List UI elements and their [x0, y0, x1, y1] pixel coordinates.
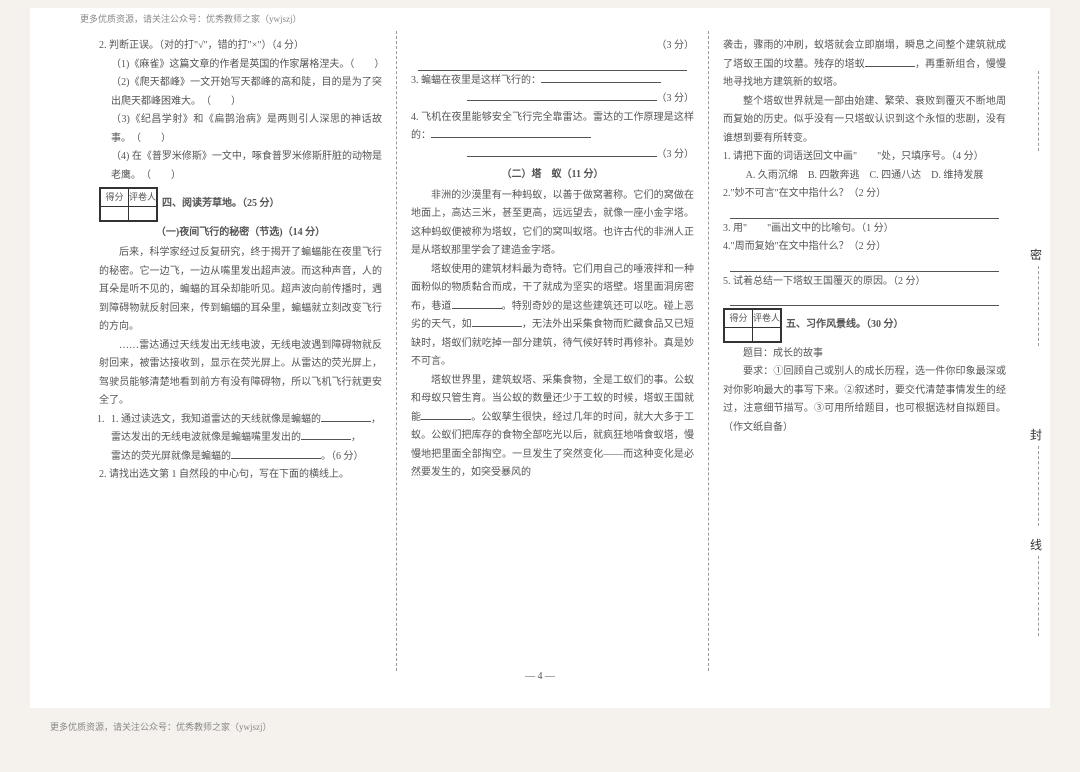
q2-item-2: （2)《爬天都峰》一文开始写天都峰的高和陡，目的是为了突出爬天都峰困难大。 （ …: [99, 74, 382, 111]
blank-line: [730, 292, 999, 306]
blank-line: [730, 205, 999, 219]
c1-q1b-row: 雷达发出的无线电波就像是蝙蝠嘴里发出的，: [99, 429, 382, 448]
column-2: （3 分） 3. 蝙蝠在夜里是这样飞行的： （3 分） 4. 飞机在夜里能够安全…: [397, 31, 708, 671]
header-top: 更多优质资源，请关注公众号：优秀教师之家（ywjszj）: [30, 8, 1050, 31]
binding-margin: 密 封 线: [1030, 31, 1048, 671]
c2-q3: 3. 蝙蝠在夜里是这样飞行的：: [411, 72, 694, 91]
score-row-4: 得分评卷人 四、阅读芳草地。（25 分）: [99, 187, 382, 222]
passage-2-p4: 整个塔蚁世界就是一部由始建、繁荣、衰败到覆灭不断地周而复始的历史。似乎没有一只塔…: [723, 93, 1006, 149]
section-5-title: 五、习作风景线。（30 分）: [786, 316, 904, 335]
c3-q3: 3. 用" "画出文中的比喻句。（1 分）: [723, 220, 1006, 239]
section-4-title: 四、阅读芳草地。（25 分）: [162, 195, 280, 214]
q2-item-4: （4) 在《普罗米修斯》一文中，啄食普罗米修斯肝脏的动物是老鹰。 （ ）: [99, 148, 382, 185]
content-area: 2. 判断正误。（对的打"√"，错的打"×"）（4 分） （1)《麻雀》这篇文章…: [30, 31, 1050, 671]
exam-page: 更多优质资源，请关注公众号：优秀教师之家（ywjszj） 2. 判断正误。（对的…: [30, 8, 1050, 708]
margin-char-feng: 封: [1030, 426, 1042, 443]
q2-item-3: （3)《纪昌学射》和《扁鹊治病》是两则引人深思的神话故事。 （ ）: [99, 111, 382, 148]
c2-q3-score: （3 分）: [657, 93, 695, 104]
p-cont: 袭击，骤雨的冲刷，蚁塔就会立即崩塌，瞬息之间整个建筑就成了塔蚁王国的坟墓。残存的…: [723, 37, 1006, 93]
essay-topic: 题目：成长的故事: [723, 345, 1006, 364]
blank-line: [730, 258, 999, 272]
c1-q1c: 雷达的荧光屏就像是蝙蝠的: [111, 451, 231, 462]
score-label: 得分: [725, 310, 753, 328]
c3-q5: 5. 试着总结一下塔蚁王国覆灭的原因。（2 分）: [723, 273, 1006, 292]
c1-q1a: 1. 通过读选文，我知道雷达的天线就像是蝙蝠的: [111, 414, 321, 425]
grader-label: 评卷人: [753, 310, 781, 328]
passage-1-p1: 后来，科学家经过反复研究，终于揭开了蝙蝠能在夜里飞行的秘密。它一边飞，一边从嘴里…: [99, 244, 382, 337]
c1-q1-score: 。（6 分）: [321, 451, 364, 462]
q2-item-1: （1)《麻雀》这篇文章的作者是英国的作家屠格涅夫。（ ）: [99, 56, 382, 75]
score-box: 得分评卷人: [99, 187, 158, 222]
passage-2-p2: 塔蚁使用的建筑材料最为奇特。它们用自己的唾液拌和一种面粉似的物质黏合而成，干了就…: [411, 261, 694, 372]
column-1: 2. 判断正误。（对的打"√"，错的打"×"）（4 分） （1)《麻雀》这篇文章…: [85, 31, 396, 671]
page-number: — 4 —: [30, 671, 1050, 682]
c3-q1: 1. 请把下面的词语送回文中画" "处，只填序号。（4 分）: [723, 148, 1006, 167]
c3-q2: 2."妙不可言"在文中指什么？（2 分）: [723, 185, 1006, 204]
c3-q1-opts: A. 久雨沉绵 B. 四散奔逃 C. 四通八达 D. 维持发展: [723, 167, 1006, 186]
blank-line: [418, 57, 687, 71]
passage-2-p1: 非洲的沙漠里有一种蚂蚁，以善于做窝著称。它们的窝做在地面上，高达三米，甚至更高，…: [411, 187, 694, 261]
c3-q4: 4."周而复始"在文中指什么？（2 分）: [723, 238, 1006, 257]
passage-1-p2: ……雷达通过天线发出无线电波，无线电波遇到障碍物就反射回来，被雷达接收到，显示在…: [99, 337, 382, 411]
sub1-title: （一)夜间飞行的秘密（节选)（14 分）: [99, 224, 382, 243]
c2-q3-text: 3. 蝙蝠在夜里是这样飞行的：: [411, 75, 541, 86]
c2-q3-score-row: （3 分）: [411, 90, 694, 109]
score-label: 得分: [101, 189, 129, 207]
score-row-5: 得分评卷人 五、习作风景线。（30 分）: [723, 308, 1006, 343]
passage-2-p3: 塔蚁世界里，建筑蚁塔、采集食物，全是工蚁们的事。公蚁和母蚁只管生育。当公蚁的数量…: [411, 372, 694, 483]
c1-q1c-row: 雷达的荧光屏就像是蝙蝠的 。（6 分）: [99, 448, 382, 467]
c2-q4-score: （3 分）: [657, 149, 695, 160]
header-bottom: 更多优质资源，请关注公众号：优秀教师之家（ywjszj）: [0, 716, 1080, 733]
grader-label: 评卷人: [129, 189, 157, 207]
q2-title: 2. 判断正误。（对的打"√"，错的打"×"）（4 分）: [99, 37, 382, 56]
margin-char-xian: 线: [1030, 536, 1042, 553]
c2-q4: 4. 飞机在夜里能够安全飞行完全靠雷达。雷达的工作原理是这样的：: [411, 109, 694, 146]
essay-req: 要求：①回顾自己或别人的成长历程，选一件你印象最深或对你影响最大的事写下来。②叙…: [723, 363, 1006, 437]
c1-q1b: 雷达发出的无线电波就像是蝙蝠嘴里发出的: [111, 432, 301, 443]
margin-char-mi: 密: [1030, 246, 1042, 263]
c1-q1: 1.1. 通过读选文，我知道雷达的天线就像是蝙蝠的，: [99, 411, 382, 430]
c1-q2: 2. 请找出选文第 1 自然段的中心句，写在下面的横线上。: [99, 466, 382, 485]
p3b: 。公蚁孳生很快，经过几年的时间，就大大多于工蚁。公蚁们把库存的食物全部吃光以后，…: [411, 412, 694, 479]
column-3: 袭击，骤雨的冲刷，蚁塔就会立即崩塌，瞬息之间整个建筑就成了塔蚁王国的坟墓。残存的…: [709, 31, 1020, 671]
sub2-title: （二）塔 蚁（11 分）: [411, 166, 694, 185]
c2-q4-score-row: （3 分）: [411, 146, 694, 165]
score-box-5: 得分评卷人: [723, 308, 782, 343]
c2-score3a: （3 分）: [411, 37, 694, 56]
